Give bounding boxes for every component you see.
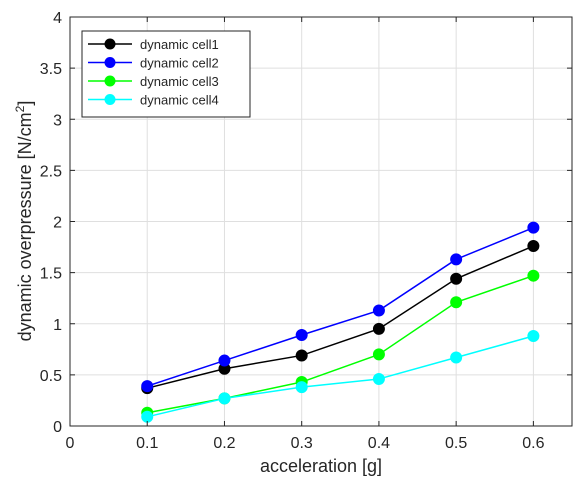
data-point xyxy=(450,253,463,266)
data-point xyxy=(372,348,385,361)
y-axis-label-close: ] xyxy=(15,101,35,106)
y-tick-label: 3 xyxy=(53,112,62,129)
legend-swatch-marker xyxy=(104,57,116,68)
axis-ticks: 0 0.1 0.2 0.3 0.4 0.5 0.6 0 0.5 1 1.5 2 2.5 3 3.5 4 xyxy=(40,10,572,452)
x-tick-label: 0.4 xyxy=(368,435,390,452)
series-layer xyxy=(141,221,540,423)
x-axis-label: acceleration [g] xyxy=(260,456,382,476)
data-point xyxy=(295,328,308,341)
y-tick-label: 1.5 xyxy=(40,266,62,283)
y-tick-label: 1 xyxy=(53,317,62,334)
x-tick-label: 0.2 xyxy=(213,435,235,452)
legend-label: dynamic cell1 xyxy=(140,37,219,52)
legend: dynamic cell1 dynamic cell2 dynamic cell3 d… xyxy=(81,30,251,118)
data-point xyxy=(218,354,231,367)
data-point xyxy=(450,272,463,285)
x-tick-label: 0 xyxy=(66,435,75,452)
legend-label: dynamic cell3 xyxy=(140,74,219,89)
x-tick-label: 0.6 xyxy=(522,435,544,452)
data-point xyxy=(372,372,385,385)
series-2 xyxy=(141,221,540,393)
x-tick-label: 0.3 xyxy=(291,435,313,452)
data-point xyxy=(372,304,385,317)
x-tick-label: 0.1 xyxy=(136,435,158,452)
legend-swatch-marker xyxy=(104,75,116,87)
y-tick-label: 0 xyxy=(53,419,62,436)
y-tick-label: 2 xyxy=(53,215,62,232)
data-point xyxy=(450,296,463,309)
y-axis-label: dynamic overpressure [N/cm2] xyxy=(13,101,35,342)
data-point xyxy=(527,221,540,234)
series-4 xyxy=(141,330,540,423)
data-point xyxy=(450,351,463,364)
legend-label: dynamic cell2 xyxy=(140,56,219,71)
data-point xyxy=(218,392,231,405)
grid xyxy=(70,17,572,426)
y-tick-label: 4 xyxy=(53,10,62,27)
data-point xyxy=(527,269,540,282)
y-axis-label-main: dynamic overpressure [N/cm xyxy=(15,112,35,341)
series-line xyxy=(147,245,534,389)
data-point xyxy=(372,322,385,335)
legend-label: dynamic cell4 xyxy=(140,93,219,108)
legend-swatch-marker xyxy=(104,94,116,105)
y-tick-label: 0.5 xyxy=(40,368,62,385)
x-tick-label: 0.5 xyxy=(445,435,467,452)
data-point xyxy=(295,381,308,394)
y-tick-label: 3.5 xyxy=(40,61,62,78)
data-point xyxy=(141,380,154,393)
y-tick-label: 2.5 xyxy=(40,163,62,180)
series-line xyxy=(146,226,534,387)
series-line xyxy=(147,335,534,418)
legend-swatch-marker xyxy=(104,38,116,50)
data-point xyxy=(527,240,540,253)
data-point xyxy=(527,330,540,343)
data-point xyxy=(295,349,308,362)
data-point xyxy=(141,410,154,423)
y-axis-label-superscript: 2 xyxy=(13,105,27,112)
